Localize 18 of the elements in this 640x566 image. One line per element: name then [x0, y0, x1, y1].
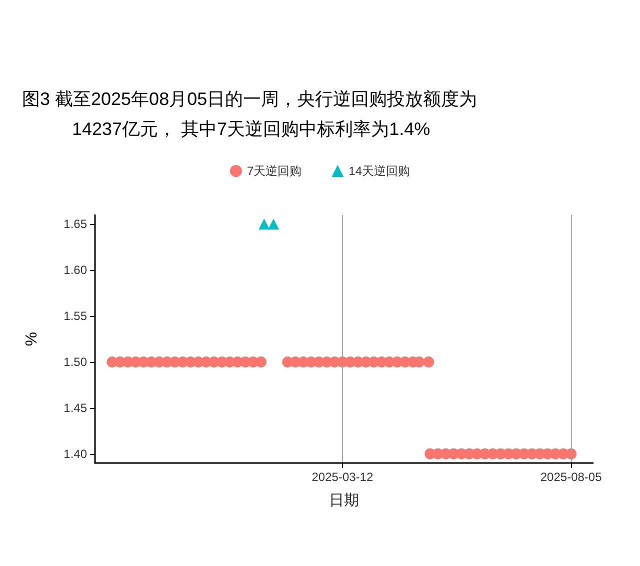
chart-title: 图3 截至2025年08月05日的一周，央行逆回购投放额度为 14237亿元， 其中7天逆回购中标利率为1.4% [22, 88, 478, 141]
y-axis-title: % [24, 332, 40, 346]
y-tick-label: 1.65 [64, 217, 88, 232]
point [566, 448, 577, 460]
y-tick-label: 1.45 [64, 400, 88, 415]
point [256, 356, 266, 368]
x-axis-title: 日期 [329, 492, 359, 509]
y-tick-label: 1.55 [64, 309, 88, 324]
point [258, 218, 270, 230]
legend-label: 7天逆回购 [246, 164, 302, 178]
x-tick-label: 2025-08-05 [540, 470, 602, 484]
y-tick-label: 1.40 [64, 446, 88, 461]
y-tick-label: 1.50 [64, 354, 88, 369]
y-tick-label: 1.60 [64, 263, 88, 278]
x-tick-label: 2025-03-12 [312, 470, 374, 484]
point [423, 356, 434, 368]
point [268, 218, 280, 230]
legend-label: 14天逆回购 [348, 164, 410, 178]
